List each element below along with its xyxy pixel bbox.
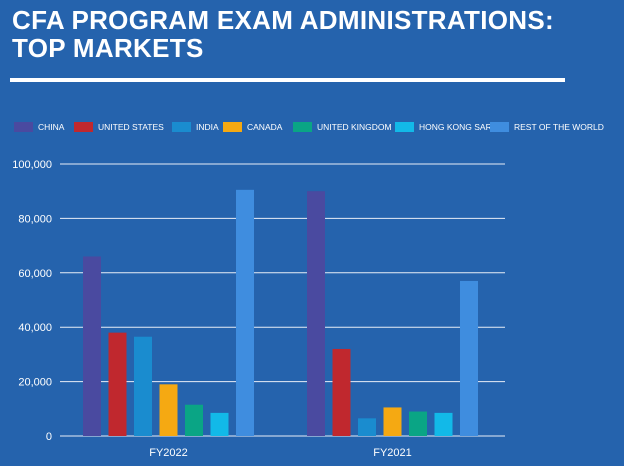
legend-swatch-united-kingdom (293, 122, 312, 132)
legend-swatch-hong-kong-sar (395, 122, 414, 132)
legend-swatch-china (14, 122, 33, 132)
chart-title-line1: CFA PROGRAM EXAM ADMINISTRATIONS: (12, 5, 554, 35)
legend-label-china: CHINA (38, 122, 65, 132)
y-tick-label: 60,000 (18, 268, 52, 280)
legend-label-canada: CANADA (247, 122, 283, 132)
y-tick-label: 40,000 (18, 322, 52, 334)
chart-legend: CHINA UNITED STATES INDIA CANADA UNITED KING… (14, 122, 604, 132)
bar-fy2021-united-kingdom (409, 411, 427, 436)
legend-label-hong-kong-sar: HONG KONG SAR (419, 122, 492, 132)
bar-fy2022-china (83, 256, 101, 436)
x-category-label: FY2021 (373, 447, 412, 459)
legend-swatch-united-states (74, 122, 93, 132)
bar-fy2021-india (358, 418, 376, 436)
bar-fy2021-united-states (332, 348, 351, 436)
bar-fy2022-hong-kong-sar (210, 412, 229, 436)
legend-label-united-kingdom: UNITED KINGDOM (317, 122, 392, 132)
legend-swatch-canada (223, 122, 242, 132)
legend-label-india: INDIA (196, 122, 219, 132)
legend-label-rest-of-the-world: REST OF THE WORLD (514, 122, 604, 132)
bar-fy2022-rest-of-the-world (236, 189, 254, 436)
legend-label-united-states: UNITED STATES (98, 122, 164, 132)
legend-swatch-rest-of-the-world (490, 122, 509, 132)
y-tick-label: 20,000 (18, 377, 52, 389)
y-axis-ticks: 0 20,000 40,000 60,000 80,000 100,000 (12, 159, 52, 443)
bar-fy2021-canada (383, 407, 402, 436)
bar-fy2022-united-kingdom (185, 404, 203, 436)
bar-fy2022-india (134, 336, 152, 436)
x-axis-categories: FY2022 FY2021 (149, 447, 412, 459)
x-category-label: FY2022 (149, 447, 188, 459)
y-tick-label: 80,000 (18, 213, 52, 225)
y-tick-label: 100,000 (12, 159, 52, 171)
chart-gridlines (60, 163, 505, 437)
legend-swatch-india (172, 122, 191, 132)
chart-title: CFA PROGRAM EXAM ADMINISTRATIONS: TOP MA… (12, 6, 554, 62)
bar-fy2021-hong-kong-sar (434, 412, 453, 436)
bar-fy2021-china (307, 191, 325, 436)
chart-title-line2: TOP MARKETS (12, 33, 204, 63)
title-divider (10, 78, 565, 82)
y-tick-label: 0 (46, 431, 52, 443)
bar-fy2021-rest-of-the-world (460, 280, 478, 436)
bar-fy2022-canada (159, 384, 178, 436)
bar-fy2022-united-states (108, 332, 127, 436)
chart-bars (83, 189, 478, 436)
